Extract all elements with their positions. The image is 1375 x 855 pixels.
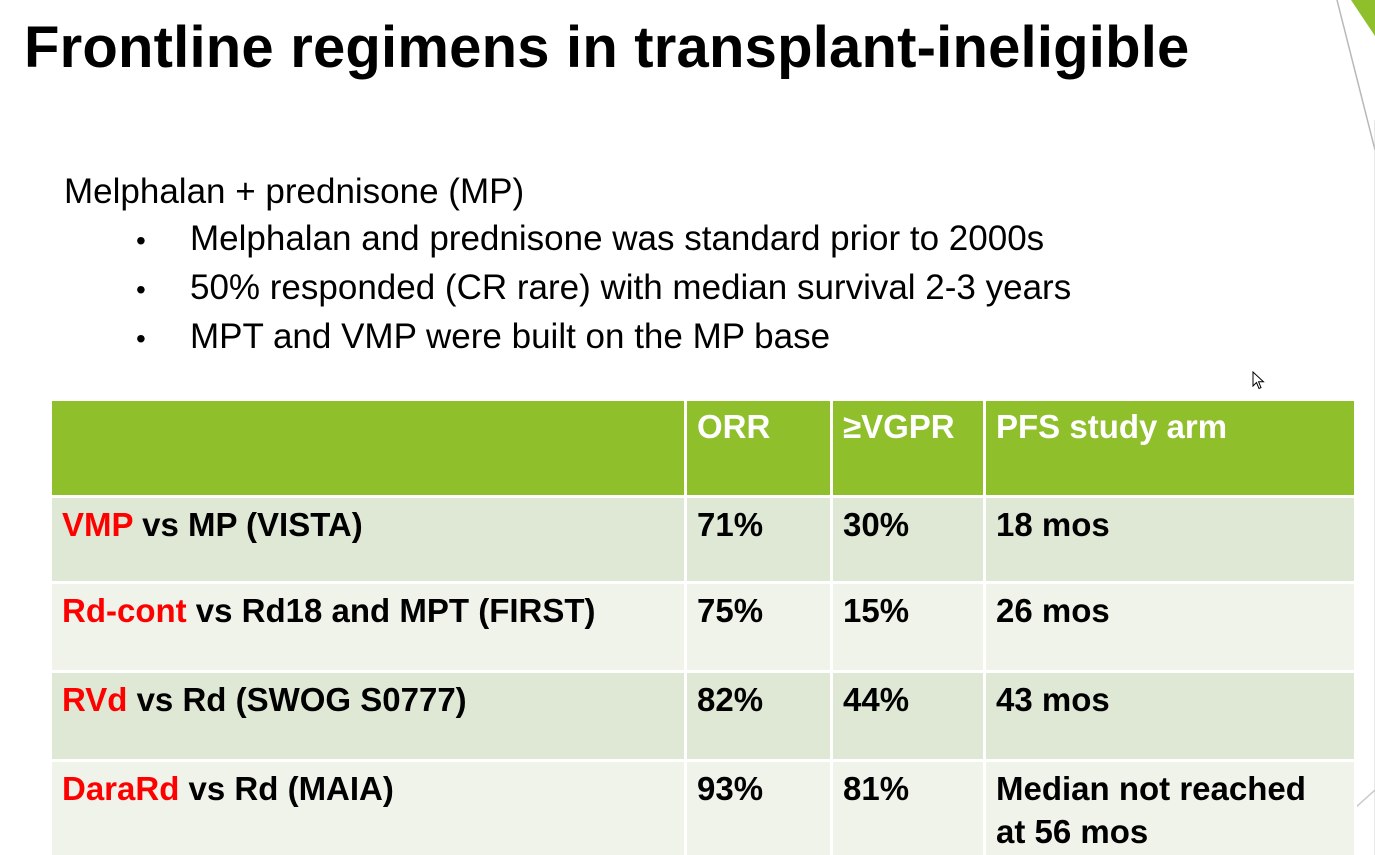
regimen-comparison: vs MP (VISTA) (132, 506, 363, 543)
orr-cell: 93% (684, 759, 833, 855)
header-regimen (49, 398, 687, 498)
table-row: Rd-cont vs Rd18 and MPT (FIRST) 75% 15% … (49, 581, 1357, 673)
intro-block: Melphalan + prednisone (MP) • Melphalan … (64, 168, 1071, 362)
header-pfs: PFS study arm (983, 398, 1357, 498)
vgpr-cell: 30% (830, 495, 986, 584)
bullet-item: • Melphalan and prednisone was standard … (136, 215, 1071, 264)
pfs-cell: 18 mos (983, 495, 1357, 584)
bullet-list: • Melphalan and prednisone was standard … (64, 215, 1071, 362)
bullet-text: 50% responded (CR rare) with median surv… (190, 268, 1072, 307)
slide-title: Frontline regimens in transplant-ineligi… (24, 15, 1190, 80)
orr-cell: 75% (684, 581, 833, 673)
table-row: VMP vs MP (VISTA) 71% 30% 18 mos (49, 495, 1357, 584)
decorative-corner-lines (1336, 0, 1375, 855)
vgpr-cell: 15% (830, 581, 986, 673)
bullet-item: • MPT and VMP were built on the MP base (136, 313, 1071, 362)
regimen-cell: RVd vs Rd (SWOG S0777) (49, 670, 687, 762)
regimens-table: ORR ≥VGPR PFS study arm VMP vs MP (VISTA… (49, 398, 1357, 855)
bullet-item: • 50% responded (CR rare) with median su… (136, 264, 1071, 313)
mouse-pointer-icon (1252, 371, 1265, 390)
regimen-comparison: vs Rd18 and MPT (FIRST) (186, 592, 596, 629)
table-row: RVd vs Rd (SWOG S0777) 82% 44% 43 mos (49, 670, 1357, 762)
bullet-text: Melphalan and prednisone was standard pr… (190, 219, 1045, 258)
regimen-highlight: DaraRd (62, 770, 180, 807)
orr-cell: 71% (684, 495, 833, 584)
header-vgpr: ≥VGPR (830, 398, 986, 498)
table-header-row: ORR ≥VGPR PFS study arm (49, 398, 1357, 498)
pfs-cell: Median not reached at 56 mos (983, 759, 1357, 855)
regimen-highlight: RVd (62, 681, 128, 718)
regimen-highlight: VMP (62, 506, 133, 543)
orr-cell: 82% (684, 670, 833, 762)
regimen-comparison: vs Rd (MAIA) (179, 770, 394, 807)
bullet-text: MPT and VMP were built on the MP base (190, 317, 831, 356)
regimen-cell: VMP vs MP (VISTA) (49, 495, 687, 584)
bullet-dot: • (136, 274, 146, 305)
regimen-cell: Rd-cont vs Rd18 and MPT (FIRST) (49, 581, 687, 673)
header-orr: ORR (684, 398, 833, 498)
vgpr-cell: 44% (830, 670, 986, 762)
table-row: DaraRd vs Rd (MAIA) 93% 81% Median not r… (49, 759, 1357, 855)
vgpr-cell: 81% (830, 759, 986, 855)
pfs-cell: 43 mos (983, 670, 1357, 762)
regimen-comparison: vs Rd (SWOG S0777) (127, 681, 467, 718)
regimen-cell: DaraRd vs Rd (MAIA) (49, 759, 687, 855)
intro-heading: Melphalan + prednisone (MP) (64, 172, 525, 211)
pfs-cell: 26 mos (983, 581, 1357, 673)
bullet-dot: • (136, 323, 146, 354)
bullet-dot: • (136, 225, 146, 256)
regimen-highlight: Rd-cont (62, 592, 187, 629)
